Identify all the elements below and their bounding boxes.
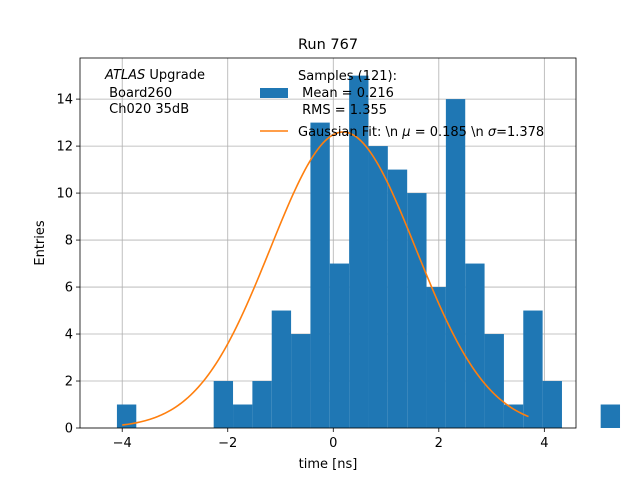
histogram-bar (329, 263, 350, 428)
y-tick-label: 4 (65, 328, 73, 343)
histogram-bar (542, 381, 562, 428)
histogram-bar (252, 381, 272, 428)
y-tick-label: 2 (65, 375, 73, 390)
histogram-bars (116, 75, 621, 429)
histogram-bar (465, 263, 485, 428)
channel-label: Ch020 35dB (105, 102, 189, 117)
board-label: Board260 (105, 86, 172, 101)
upgrade-word: Upgrade (145, 68, 205, 83)
legend: Samples (121): Mean = 0.216 RMS = 1.355 … (260, 69, 544, 140)
legend-fit-prefix: Gaussian Fit: \n (298, 125, 402, 140)
x-axis-label: time [ns] (299, 457, 358, 472)
x-tick-label: 0 (329, 436, 337, 451)
legend-fit-mu-value: = 0.185 \n (411, 125, 488, 140)
chart-title: Run 767 (298, 37, 358, 53)
histogram-bar (213, 381, 234, 428)
atlas-annotation: ATLAS Upgrade Board260 Ch020 35dB (104, 68, 205, 117)
legend-fit-mu-symbol: μ (401, 125, 410, 140)
histogram-bar (368, 146, 388, 428)
histogram-bar (116, 404, 137, 428)
legend-fit-sigma-symbol: σ (488, 125, 497, 140)
histogram-bar (310, 122, 330, 428)
histogram-bar (407, 193, 427, 428)
y-tick-label: 10 (56, 187, 73, 202)
y-tick-label: 14 (56, 93, 73, 108)
x-axis-ticks: −4 −2 0 2 4 (113, 428, 548, 451)
x-tick-label: 2 (435, 436, 443, 451)
y-axis-label: Entries (33, 220, 48, 266)
y-tick-label: 0 (65, 422, 73, 437)
y-tick-label: 8 (65, 234, 73, 249)
histogram-bar (445, 99, 466, 428)
histogram-bar (600, 404, 621, 428)
atlas-label-line: ATLAS Upgrade (104, 68, 205, 83)
axes-frame (79, 57, 577, 429)
gaussian-fit-curve (122, 131, 529, 426)
histogram-bar (426, 287, 446, 428)
legend-hist-rms: RMS = 1.355 (298, 103, 387, 118)
y-axis-ticks: 0 2 4 6 8 10 12 14 (56, 93, 80, 437)
histogram-bar (271, 310, 292, 428)
legend-hist-title: Samples (121): (298, 69, 397, 84)
legend-hist-mean: Mean = 0.216 (298, 86, 394, 101)
histogram-bar (349, 75, 369, 428)
y-tick-label: 6 (65, 281, 73, 296)
atlas-word: ATLAS (104, 68, 145, 83)
x-tick-label: −4 (113, 436, 132, 451)
histogram-bar (387, 169, 408, 429)
histogram-bar (291, 334, 311, 428)
histogram-bar (484, 334, 504, 428)
histogram-bar (523, 310, 543, 428)
x-tick-label: 4 (540, 436, 548, 451)
y-tick-label: 12 (56, 140, 73, 155)
legend-hist-patch (260, 88, 288, 98)
x-tick-label: −2 (218, 436, 237, 451)
histogram-bar (503, 404, 524, 428)
legend-fit-label: Gaussian Fit: \n μ = 0.185 \n σ=1.378 (298, 125, 544, 140)
histogram-bar (233, 404, 253, 428)
legend-fit-sigma-value: =1.378 (496, 125, 544, 140)
